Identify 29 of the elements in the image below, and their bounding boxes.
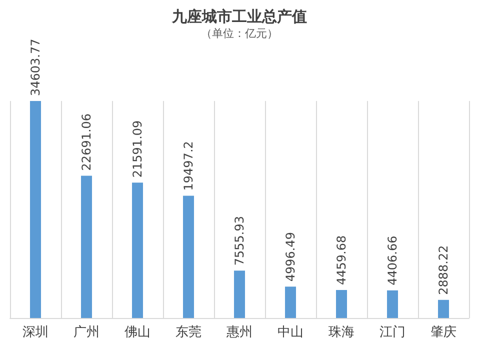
chart-title: 九座城市工业总产值	[171, 8, 307, 26]
data-label: 21591.09	[130, 120, 144, 178]
bar	[387, 290, 398, 318]
data-label: 4406.66	[386, 236, 400, 286]
x-tick-label: 肇庆	[430, 325, 456, 340]
data-label: 7555.93	[232, 216, 246, 266]
x-tick-label: 深圳	[22, 325, 48, 340]
bar	[438, 300, 449, 318]
x-tick-label: 佛山	[124, 325, 150, 340]
bar	[285, 286, 296, 318]
bar	[30, 101, 41, 318]
bar	[81, 176, 92, 318]
data-label: 22691.06	[80, 113, 94, 171]
x-tick-label: 惠州	[226, 325, 252, 340]
data-label: 2888.22	[436, 245, 450, 295]
data-label: 19497.2	[182, 141, 196, 191]
data-label: 4996.49	[284, 232, 298, 282]
x-tick-label: 广州	[74, 325, 100, 340]
x-tick-label: 江门	[380, 324, 406, 340]
bar	[183, 196, 194, 318]
x-tick-label: 东莞	[176, 325, 202, 340]
chart-subtitle: （单位：亿元）	[201, 27, 278, 40]
data-label: 34603.77	[28, 38, 42, 96]
data-label: 4459.68	[334, 235, 348, 286]
bar	[132, 182, 143, 318]
bar	[336, 290, 347, 318]
x-tick-label: 中山	[278, 325, 304, 340]
bar	[234, 270, 245, 318]
x-tick-label: 珠海	[328, 325, 354, 340]
